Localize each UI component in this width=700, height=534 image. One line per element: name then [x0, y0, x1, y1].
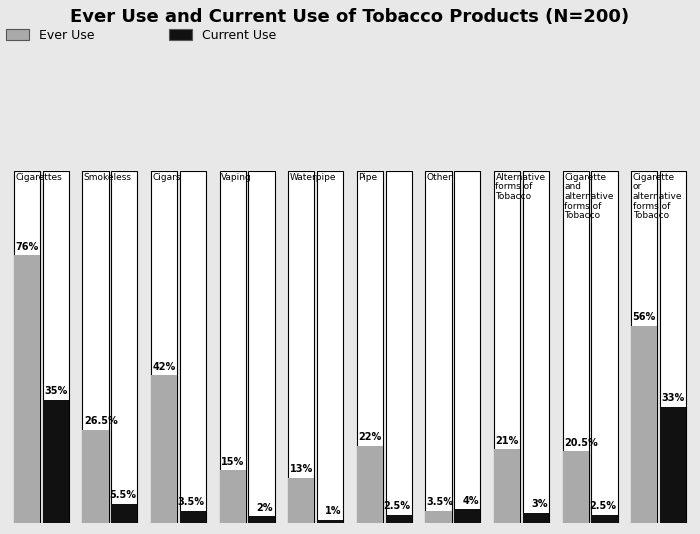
Bar [151, 375, 177, 523]
Bar [43, 400, 69, 523]
Text: 3.5%: 3.5% [427, 498, 454, 507]
Bar [631, 171, 657, 523]
Bar [317, 520, 343, 523]
Text: Pipe: Pipe [358, 172, 377, 182]
Bar [592, 171, 617, 523]
Bar [220, 171, 246, 523]
Text: 22%: 22% [358, 432, 382, 442]
Text: Cigars: Cigars [153, 172, 181, 182]
Bar [180, 511, 206, 523]
Bar [494, 171, 520, 523]
Text: 42%: 42% [153, 362, 176, 372]
Bar [220, 470, 246, 523]
Bar [248, 516, 274, 523]
Bar [180, 171, 206, 523]
Bar [317, 171, 343, 523]
Bar [523, 513, 549, 523]
Text: 1%: 1% [326, 506, 342, 516]
Text: 33%: 33% [662, 394, 685, 404]
Legend: Ever Use, Current Use: Ever Use, Current Use [6, 29, 276, 42]
Text: 56%: 56% [633, 312, 656, 323]
Bar [631, 326, 657, 523]
Text: 4%: 4% [463, 496, 479, 506]
Text: 3.5%: 3.5% [178, 498, 204, 507]
Text: 2.5%: 2.5% [589, 501, 616, 511]
Text: 26.5%: 26.5% [84, 417, 118, 426]
Bar [454, 509, 480, 523]
Bar [14, 255, 40, 523]
Bar [288, 477, 314, 523]
Bar [592, 515, 617, 523]
Text: Vaping: Vaping [221, 172, 252, 182]
Text: 3%: 3% [531, 499, 547, 509]
Bar [426, 511, 452, 523]
Bar [248, 171, 274, 523]
Bar [288, 171, 314, 523]
Text: 21%: 21% [496, 436, 519, 446]
Text: 15%: 15% [221, 457, 244, 467]
Bar [111, 504, 137, 523]
Bar [454, 171, 480, 523]
Bar [426, 171, 452, 523]
Bar [151, 171, 177, 523]
Bar [357, 171, 383, 523]
Bar [14, 171, 40, 523]
Bar [83, 430, 108, 523]
Bar [111, 171, 137, 523]
Text: Cigarettes: Cigarettes [15, 172, 62, 182]
Bar [386, 171, 412, 523]
Text: Waterpipe: Waterpipe [290, 172, 336, 182]
Text: Alternative
forms of
Tobacco: Alternative forms of Tobacco [496, 172, 545, 201]
Bar [660, 171, 686, 523]
Text: 76%: 76% [15, 242, 38, 252]
Bar [563, 171, 589, 523]
Bar [357, 446, 383, 523]
Text: Ever Use and Current Use of Tobacco Products (N=200): Ever Use and Current Use of Tobacco Prod… [71, 8, 629, 26]
Text: Cigarette
or
alternative
forms of
Tobacco: Cigarette or alternative forms of Tobacc… [633, 172, 682, 221]
Text: Cigarette
and
alternative
forms of
Tobacco: Cigarette and alternative forms of Tobac… [564, 172, 613, 221]
Bar [43, 171, 69, 523]
Text: 2%: 2% [257, 502, 273, 513]
Text: 5.5%: 5.5% [109, 490, 136, 500]
Bar [494, 449, 520, 523]
Bar [523, 171, 549, 523]
Text: Smokeless: Smokeless [84, 172, 132, 182]
Text: 35%: 35% [44, 387, 67, 396]
Text: 13%: 13% [290, 464, 313, 474]
Bar [83, 171, 108, 523]
Text: 2.5%: 2.5% [384, 501, 410, 511]
Text: Other: Other [427, 172, 453, 182]
Bar [563, 451, 589, 523]
Bar [660, 407, 686, 523]
Bar [386, 515, 412, 523]
Text: 20.5%: 20.5% [564, 437, 598, 447]
